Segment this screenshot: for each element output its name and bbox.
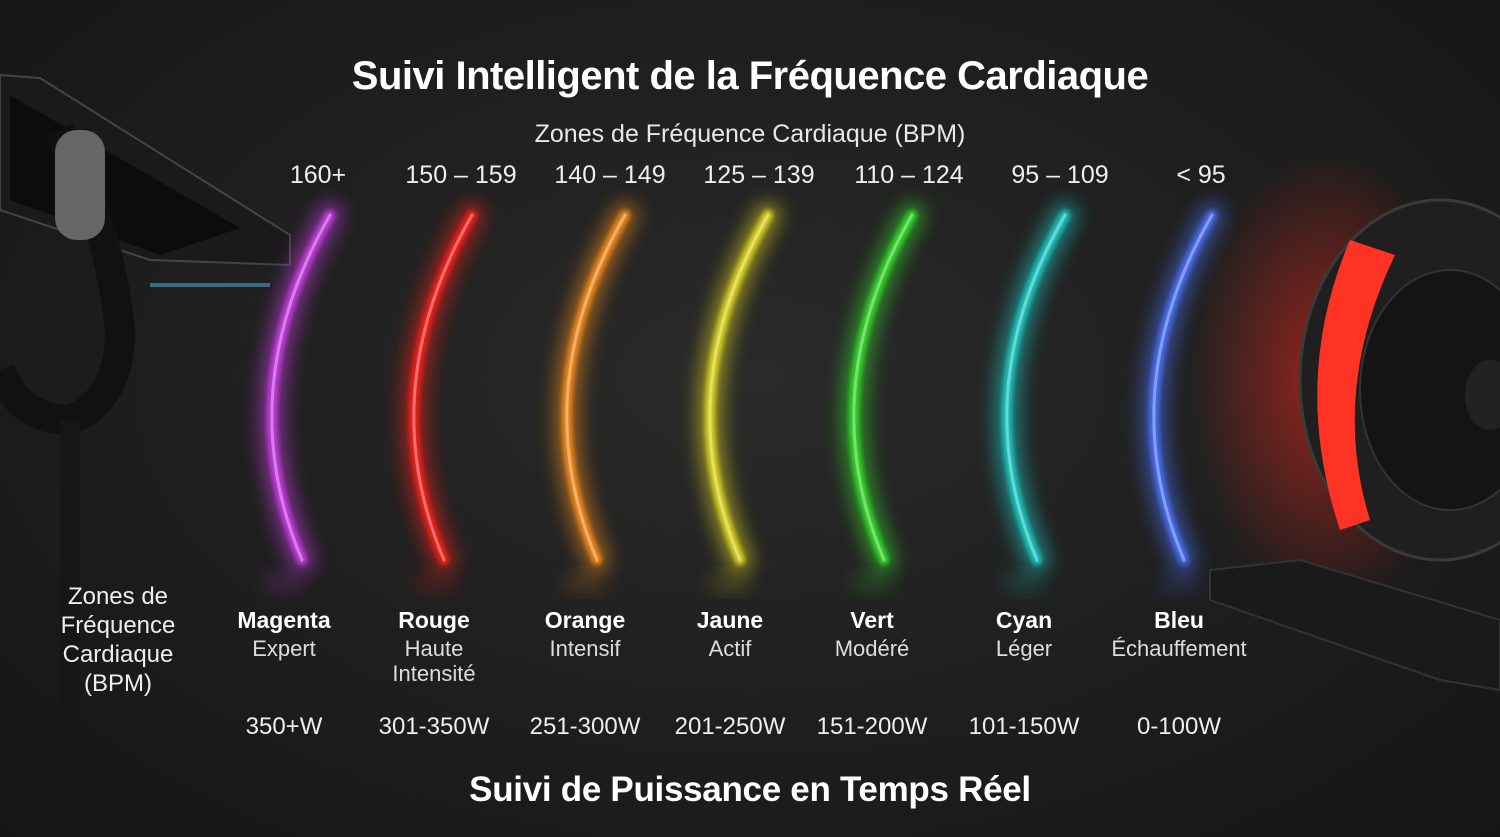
zone-arc bbox=[1152, 213, 1214, 562]
console-illustration bbox=[0, 73, 291, 837]
zone-arc bbox=[270, 213, 332, 562]
zone-level: Léger bbox=[924, 636, 1124, 661]
zone-name: Vert bbox=[850, 607, 894, 633]
zone-arc bbox=[852, 213, 914, 562]
zone-arc bbox=[1005, 213, 1067, 562]
title: Suivi Intelligent de la Fréquence Cardia… bbox=[351, 54, 1149, 98]
power-range: 350+W bbox=[245, 713, 323, 740]
bpm-range: 160+ bbox=[289, 161, 347, 189]
zone-arc bbox=[1148, 210, 1217, 565]
zone-level: Modéré bbox=[772, 636, 972, 661]
zone-arc bbox=[708, 213, 770, 562]
zone-level-text: Échauffement bbox=[1111, 636, 1247, 661]
bpm-range: 110 – 124 bbox=[854, 161, 964, 189]
zone-arc bbox=[412, 213, 474, 562]
zone-level: Échauffement bbox=[1079, 636, 1279, 661]
zone-arc bbox=[848, 210, 917, 565]
zone-glow bbox=[412, 570, 456, 594]
zone-name: Jaune bbox=[696, 607, 764, 633]
zone-arc bbox=[1001, 210, 1070, 565]
zone-arc bbox=[561, 210, 630, 565]
zone-name: Magenta bbox=[237, 607, 331, 633]
zone-glow bbox=[708, 570, 752, 594]
zone-heading: Zones de Fréquence Cardiaque (BPM) bbox=[534, 120, 966, 148]
zone-arc bbox=[266, 210, 335, 565]
zone-name: Rouge bbox=[398, 607, 470, 633]
power-range: 101-150W bbox=[968, 713, 1080, 740]
power-range: 251-300W bbox=[529, 713, 641, 740]
power-range: 151-200W bbox=[816, 713, 928, 740]
zone-glow bbox=[850, 570, 894, 594]
zone-name: Cyan bbox=[995, 607, 1053, 633]
bpm-range: < 95 bbox=[1176, 161, 1226, 189]
zone-glow bbox=[1157, 570, 1201, 594]
zone-arc bbox=[408, 210, 477, 565]
zone-arc bbox=[565, 213, 627, 562]
zone-glow bbox=[262, 570, 306, 594]
zone-level-text: Actif bbox=[708, 636, 752, 661]
zone-glow bbox=[1002, 570, 1046, 594]
zone-name: Orange bbox=[544, 607, 626, 633]
zone-level-text: Intensif bbox=[549, 636, 621, 661]
zone-glow bbox=[563, 570, 607, 594]
zone-name: Bleu bbox=[1154, 607, 1204, 633]
zone-level: Expert bbox=[184, 636, 384, 661]
bpm-range: 125 – 139 bbox=[703, 161, 815, 189]
footer-title: Suivi de Puissance en Temps Réel bbox=[469, 770, 1031, 809]
side-label: Zones de Fréquence Cardiaque (BPM) bbox=[60, 583, 176, 697]
zone-level-text: Modéré bbox=[834, 636, 910, 661]
bpm-range: 95 – 109 bbox=[1011, 161, 1109, 189]
zone-level-text: Expert bbox=[252, 636, 316, 661]
power-range: 301-350W bbox=[378, 713, 490, 740]
zone-arc bbox=[704, 210, 773, 565]
zone-level-text: Haute Intensité bbox=[392, 636, 476, 686]
bpm-range: 140 – 149 bbox=[554, 161, 666, 189]
zone-level: Intensif bbox=[485, 636, 685, 661]
zone-level: Haute Intensité bbox=[334, 636, 534, 686]
zone-level: Actif bbox=[630, 636, 830, 661]
flywheel-illustration bbox=[1190, 150, 1500, 692]
bpm-range: 150 – 159 bbox=[405, 161, 517, 189]
zone-level-text: Léger bbox=[995, 636, 1053, 661]
power-range: 201-250W bbox=[674, 713, 786, 740]
power-range: 0-100W bbox=[1136, 713, 1222, 740]
